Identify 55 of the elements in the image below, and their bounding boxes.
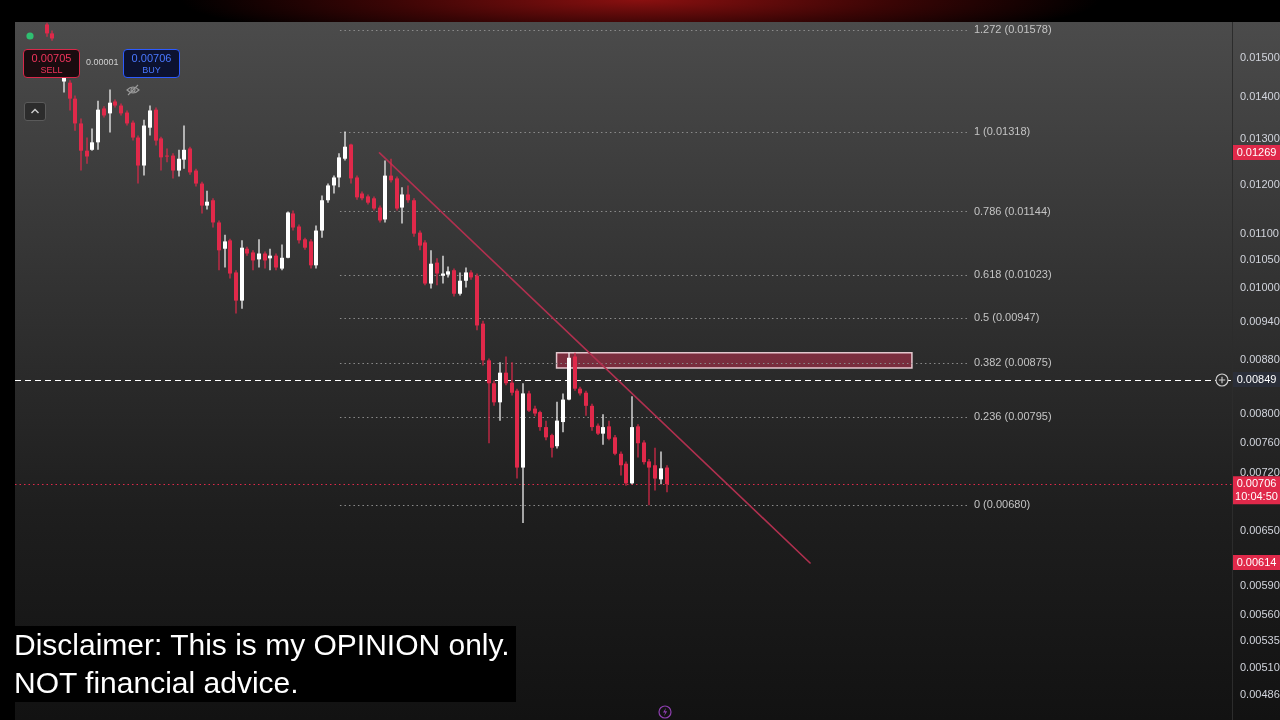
annotation: Disclaimer: This is my OPINION only. NOT financial advice. — [0, 626, 516, 702]
ref-line-label: 0.00849 — [1236, 372, 1277, 385]
candlestick — [108, 89, 112, 133]
y-tick-label: 0.00940 — [1240, 315, 1280, 328]
ref-line-label: 0.786 (0.01144) — [973, 204, 1051, 217]
candlestick — [205, 190, 209, 210]
annotation: 0.00706 — [130, 51, 173, 65]
annotation: SELL — [39, 65, 64, 76]
y-tick-label: 0.00880 — [1240, 352, 1280, 365]
candlestick — [165, 148, 169, 163]
candlestick — [90, 128, 94, 151]
text: 0.00614 — [1236, 556, 1277, 569]
y-tick-label: 0.00510 — [1240, 660, 1280, 673]
candlestick — [653, 447, 657, 491]
annotation: 0.00001 — [86, 57, 119, 67]
y-tick-label: 0.00535 — [1240, 633, 1280, 646]
ref-line-label: 0.618 (0.01023) — [973, 267, 1052, 280]
candlestick — [251, 250, 255, 271]
candlestick — [601, 414, 605, 445]
y-tick-label: 0.01500 — [1240, 51, 1280, 64]
ref-line-label: 1 (0.01318) — [973, 124, 1031, 137]
y-tick-label: 0.01200 — [1240, 177, 1280, 190]
candlestick — [223, 234, 227, 268]
y-tick-label: 0.01400 — [1240, 90, 1280, 103]
candlestick — [406, 185, 410, 203]
annotation: BUY — [141, 65, 162, 76]
ref-line-label: 1.272 (0.01578) — [973, 22, 1052, 35]
candlestick — [332, 175, 336, 194]
y-tick-label: 0.01000 — [1240, 280, 1280, 293]
y-tick-label: 0.01050 — [1240, 252, 1280, 265]
annotation: 0.00705 — [30, 51, 73, 65]
candlestick — [659, 451, 663, 485]
ref-line-label: 0 (0.00680) — [973, 498, 1031, 511]
candlestick — [435, 258, 439, 286]
y-tick-label: 0.00760 — [1240, 435, 1280, 448]
y-tick-label: 0.01100 — [1240, 226, 1279, 239]
candlestick — [62, 76, 66, 93]
candlestick — [400, 187, 404, 224]
candlestick — [504, 356, 508, 386]
y-tick-label: 0.00486 — [1240, 688, 1280, 701]
ref-line-label: 0.382 (0.00875) — [973, 355, 1052, 368]
y-tick-label: 0.01300 — [1240, 132, 1280, 145]
text: 0.01269 — [1236, 145, 1277, 158]
ref-line-label: 0.00706 10:04:50 — [1235, 477, 1278, 503]
y-tick-label: 0.00590 — [1240, 578, 1280, 591]
y-tick-label: 0.00800 — [1240, 406, 1280, 419]
y-tick-label: 0.00720 — [1240, 466, 1280, 479]
ref-line-label: 0.236 (0.00795) — [973, 410, 1052, 423]
candlestick — [280, 244, 284, 271]
y-tick-label: 0.00650 — [1240, 523, 1280, 536]
ref-line-label: 0.5 (0.00947) — [973, 311, 1040, 324]
candlestick — [343, 131, 347, 161]
candlestick — [469, 270, 473, 280]
y-tick-label: 0.00560 — [1240, 608, 1280, 621]
candlestick — [487, 358, 491, 444]
